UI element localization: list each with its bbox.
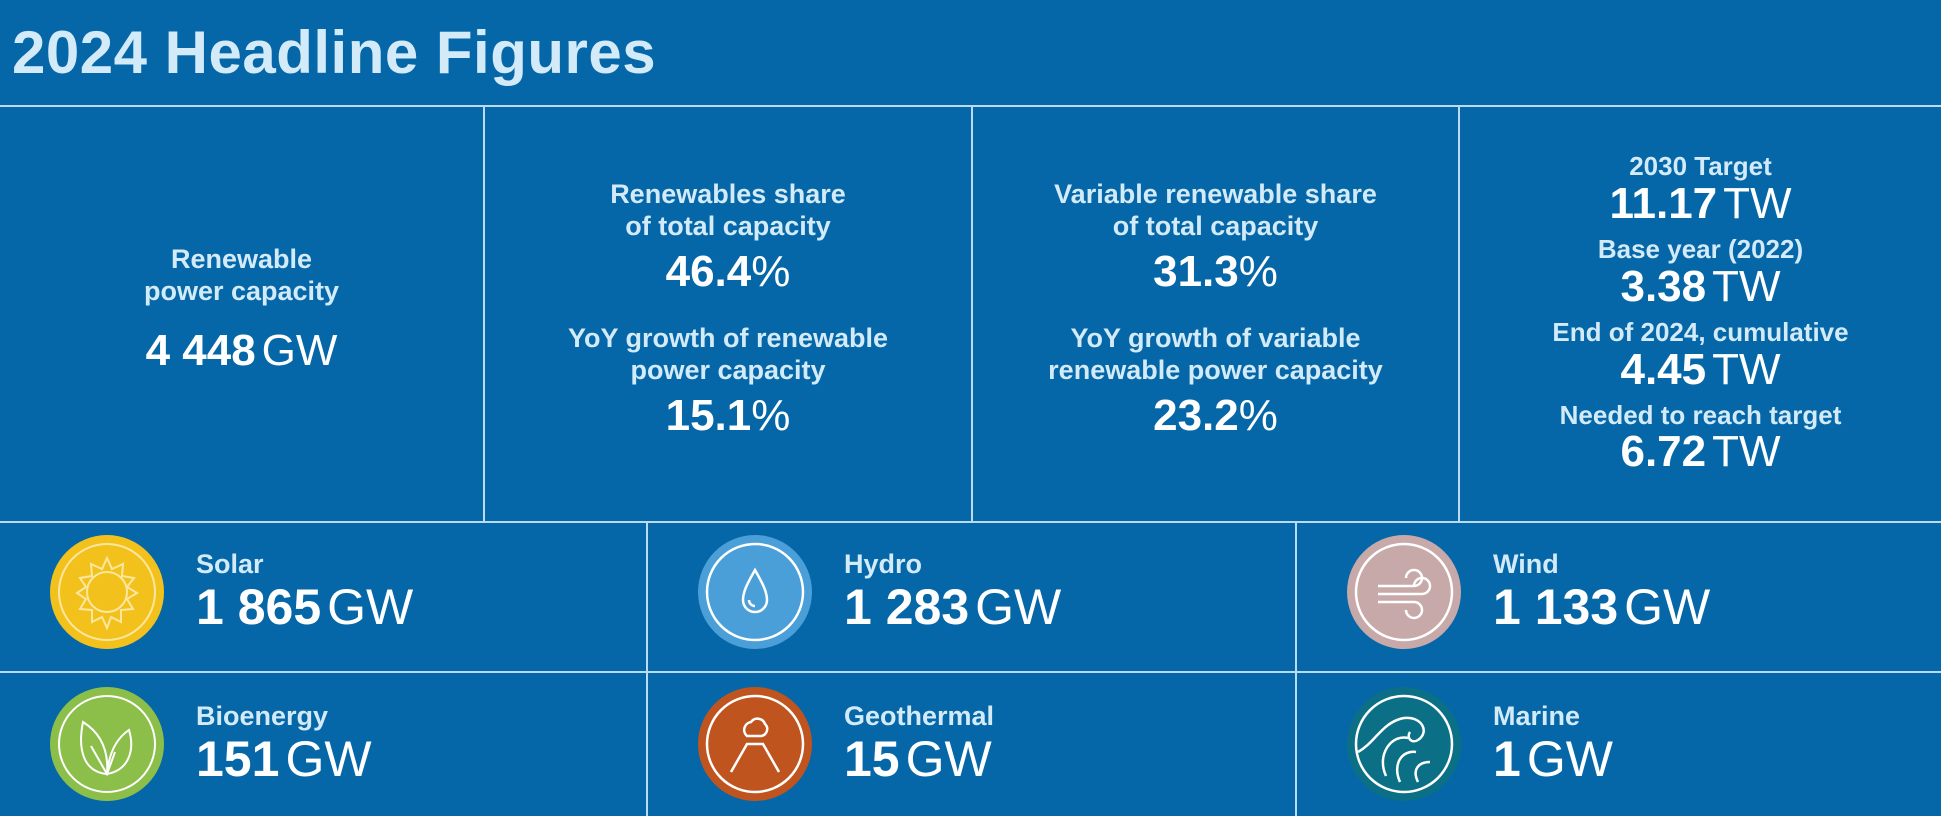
source-name: Wind <box>1493 549 1559 579</box>
label: Needed to reach target <box>1559 399 1842 430</box>
divider <box>1295 522 1297 816</box>
value: 4 448 GW <box>145 325 338 375</box>
source-wind: Wind 1 133 GW <box>1347 535 1710 649</box>
variable-share-cell: Variable renewable share of total capaci… <box>973 107 1458 521</box>
label: 2030 Target <box>1629 151 1772 182</box>
label: of total capacity <box>1112 211 1319 242</box>
source-value: 1 GW <box>1493 731 1613 787</box>
value: 3.38 TW <box>1620 261 1781 311</box>
source-name: Solar <box>196 549 264 579</box>
divider <box>0 521 1941 523</box>
label: renewable power capacity <box>1048 355 1383 386</box>
page-title: 2024 Headline Figures <box>12 19 657 86</box>
label: YoY growth of renewable <box>567 323 889 353</box>
value: 46.4% <box>665 246 791 296</box>
source-value: 1 865 GW <box>196 579 414 635</box>
renewables-share-cell: Renewables share of total capacity 46.4%… <box>485 107 971 521</box>
label: power capacity <box>630 355 826 386</box>
divider <box>483 105 485 522</box>
source-name: Marine <box>1493 701 1581 731</box>
divider <box>0 671 1941 673</box>
divider <box>1458 105 1460 522</box>
source-hydro: Hydro 1 283 GW <box>698 535 1061 649</box>
renewable-capacity-cell: Renewable power capacity 4 448 GW <box>0 107 483 521</box>
wind-icon <box>1347 535 1461 649</box>
value: 6.72 TW <box>1620 427 1781 477</box>
wave-icon <box>1347 687 1461 801</box>
volcano-icon <box>698 687 812 801</box>
value: 4.45 TW <box>1620 344 1781 394</box>
value: 23.2% <box>1153 390 1278 440</box>
label: power capacity <box>143 276 340 307</box>
source-bioenergy: Bioenergy 151 GW <box>50 687 372 801</box>
source-name: Hydro <box>844 549 923 579</box>
source-name: Geothermal <box>844 701 995 731</box>
divider <box>0 105 1941 107</box>
source-name: Bioenergy <box>196 701 329 731</box>
sun-icon <box>50 535 164 649</box>
leaf-icon <box>50 687 164 801</box>
source-geothermal: Geothermal 15 GW <box>698 687 994 801</box>
value: 31.3% <box>1153 246 1278 296</box>
source-value: 1 283 GW <box>844 579 1062 635</box>
source-value: 15 GW <box>844 731 992 787</box>
source-marine: Marine 1 GW <box>1347 687 1613 801</box>
label: Variable renewable share <box>1054 179 1377 210</box>
source-value: 1 133 GW <box>1493 579 1711 635</box>
label: of total capacity <box>625 211 831 242</box>
label: Renewable <box>170 244 313 275</box>
label: YoY growth of variable <box>1070 323 1361 353</box>
value: 15.1% <box>665 390 791 440</box>
value: 11.17 TW <box>1609 179 1792 229</box>
source-value: 151 GW <box>196 731 372 787</box>
target-cell: 2030 Target 11.17 TW Base year (2022) 3.3… <box>1460 107 1941 521</box>
label: End of 2024, cumulative <box>1552 317 1849 347</box>
divider <box>971 105 973 522</box>
source-solar: Solar 1 865 GW <box>50 535 413 649</box>
divider <box>646 522 648 816</box>
label: Base year (2022) <box>1597 234 1804 265</box>
label: Renewables share <box>610 179 846 210</box>
water-drop-icon <box>698 535 812 649</box>
